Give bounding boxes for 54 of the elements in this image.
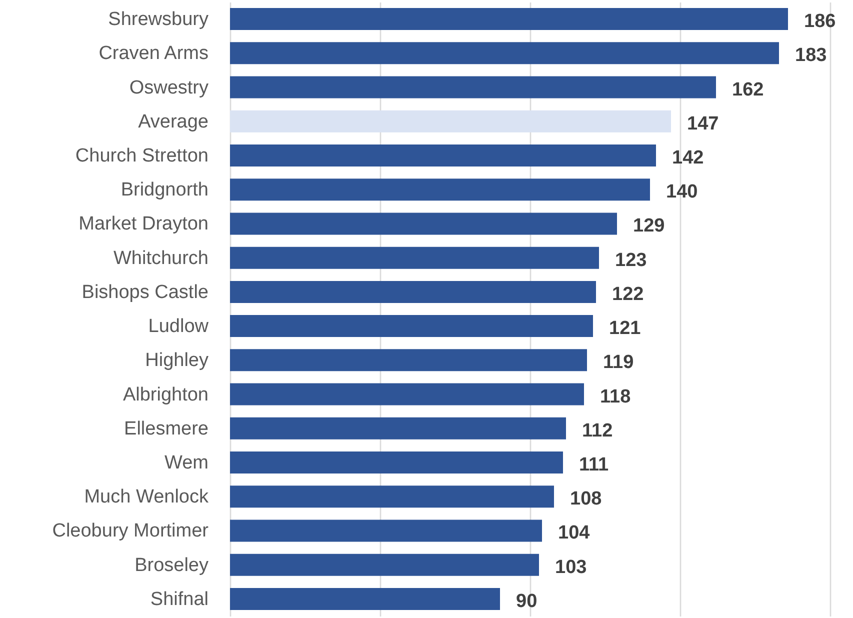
bar (230, 417, 566, 440)
bar (230, 76, 716, 98)
data-label: 121 (609, 318, 642, 340)
y-tick-label: Highley (145, 350, 209, 372)
data-label: 123 (615, 250, 647, 271)
y-tick-label: Cleobury Mortimer (52, 520, 210, 542)
bar (230, 554, 539, 576)
data-label: 111 (579, 454, 610, 476)
data-label: 129 (633, 216, 665, 237)
y-tick-label: Craven Arms (98, 43, 208, 64)
y-tick-label: Whitchurch (113, 248, 208, 269)
bar (230, 212, 617, 235)
data-label: 112 (582, 420, 613, 442)
bar (230, 178, 650, 201)
y-tick-label: Shrewsbury (108, 9, 209, 30)
bar (230, 452, 563, 474)
bar (230, 588, 500, 610)
y-tick-label: Shifnal (150, 588, 208, 610)
y-tick-label: Average (138, 111, 208, 132)
y-tick-label: Oswestry (129, 77, 209, 98)
bar (230, 42, 779, 64)
y-tick-label: Ludlow (148, 316, 209, 338)
data-label: 103 (555, 556, 587, 578)
y-tick-label: Much Wenlock (84, 486, 209, 508)
y-tick-label: Albrighton (122, 384, 208, 406)
bar (230, 8, 788, 30)
data-label: 186 (804, 11, 836, 32)
data-label: 147 (687, 113, 719, 134)
data-label: 118 (600, 386, 631, 408)
y-tick-label: Ellesmere (124, 418, 208, 440)
data-label: 108 (570, 488, 602, 510)
y-tick-label: Wem (164, 452, 208, 474)
data-label: 122 (612, 284, 644, 305)
bar (230, 383, 584, 406)
bar (230, 315, 593, 338)
y-tick-label: Broseley (134, 554, 209, 576)
bar (230, 144, 656, 166)
data-label: 140 (666, 182, 698, 203)
data-label: 183 (795, 45, 827, 66)
data-label: 104 (558, 522, 590, 544)
y-tick-label: Bishops Castle (82, 282, 208, 303)
bar (230, 110, 671, 132)
y-tick-label: Bridgnorth (120, 180, 208, 201)
data-label: 119 (603, 352, 634, 374)
data-label: 90 (516, 590, 538, 612)
y-tick-label: Market Drayton (78, 214, 208, 235)
bar (230, 280, 596, 303)
bar (230, 349, 587, 372)
y-tick-label: Church Stretton (75, 146, 208, 166)
bar (230, 520, 542, 542)
data-label: 162 (732, 79, 764, 100)
data-label: 142 (672, 148, 704, 168)
bar (230, 246, 599, 269)
bar (230, 486, 554, 508)
